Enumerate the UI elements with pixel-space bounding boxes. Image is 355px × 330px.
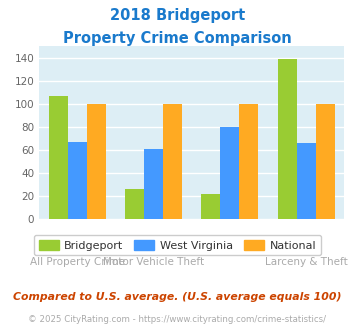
Bar (239, 104, 258, 219)
Bar (144, 149, 163, 219)
Bar (49, 96, 68, 219)
Bar (68, 142, 87, 219)
Bar (163, 104, 182, 219)
Bar (201, 194, 220, 219)
Text: © 2025 CityRating.com - https://www.cityrating.com/crime-statistics/: © 2025 CityRating.com - https://www.city… (28, 315, 327, 324)
Text: All Property Crime: All Property Crime (30, 257, 125, 267)
Text: Compared to U.S. average. (U.S. average equals 100): Compared to U.S. average. (U.S. average … (13, 292, 342, 302)
Text: Motor Vehicle Theft: Motor Vehicle Theft (103, 257, 204, 267)
Bar (87, 104, 106, 219)
Bar (220, 127, 239, 219)
Bar (125, 189, 144, 219)
Bar (278, 59, 297, 219)
Text: Burglary: Burglary (208, 238, 252, 248)
Bar (297, 143, 316, 219)
Legend: Bridgeport, West Virginia, National: Bridgeport, West Virginia, National (34, 235, 321, 255)
Text: Larceny & Theft: Larceny & Theft (265, 257, 348, 267)
Text: Arson: Arson (138, 238, 169, 248)
Text: Property Crime Comparison: Property Crime Comparison (63, 31, 292, 46)
Text: 2018 Bridgeport: 2018 Bridgeport (110, 8, 245, 23)
Bar (316, 104, 335, 219)
